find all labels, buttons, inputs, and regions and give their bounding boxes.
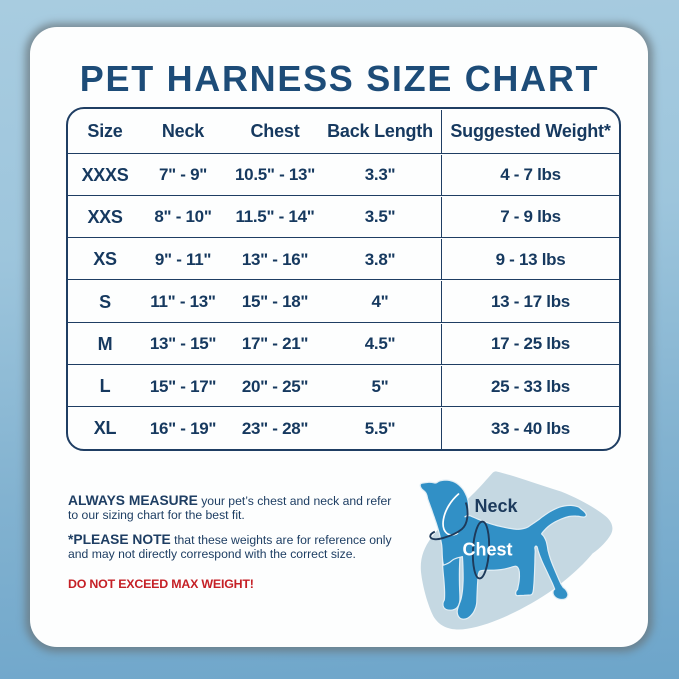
svg-text:Neck: Neck [475, 496, 519, 516]
svg-text:Chest: Chest [463, 540, 513, 560]
